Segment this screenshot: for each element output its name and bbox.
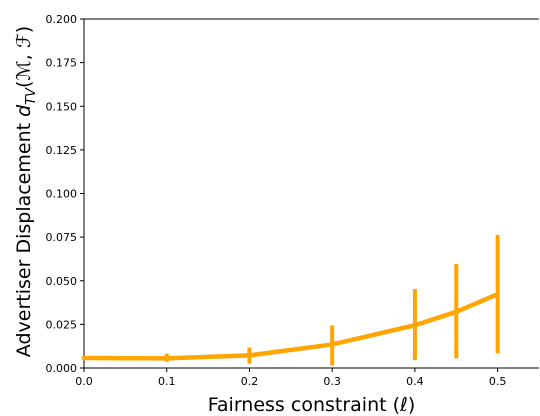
y-axis-label: Advertiser Displacement dTV(ℳ, ℱ) <box>13 26 39 357</box>
y-tick-label: 0.175 <box>46 57 78 70</box>
series-marks <box>81 235 500 366</box>
x-tick-label: 0.3 <box>323 375 341 388</box>
y-tick-label: 0.075 <box>46 231 78 244</box>
x-axis-label: Fairness constraint (ℓ) <box>208 394 416 416</box>
y-tick-label: 0.100 <box>46 188 78 201</box>
y-tick-label: 0.125 <box>46 144 78 157</box>
y-tick-label: 0.150 <box>46 100 78 113</box>
x-tick-label: 0.0 <box>75 375 93 388</box>
x-tick-label: 0.5 <box>489 375 507 388</box>
y-tick-label: 0.025 <box>46 318 78 331</box>
y-tick-label: 0.050 <box>46 275 78 288</box>
x-tick-label: 0.1 <box>158 375 176 388</box>
y-axis-label-sub: TV <box>24 87 39 105</box>
axes: 0.000 0.025 0.050 0.075 0.100 0.125 0.150 0.175… <box>46 13 539 388</box>
y-tick-label: 0.200 <box>46 13 78 26</box>
y-axis-label-main: Advertiser Displacement <box>13 117 35 357</box>
y-axis-label-math: d <box>13 104 35 117</box>
x-tick-label: 0.4 <box>406 375 424 388</box>
x-tick-label: 0.2 <box>241 375 259 388</box>
y-tick-label: 0.000 <box>46 362 78 375</box>
y-axis-label-args: (ℳ, ℱ) <box>13 26 35 88</box>
series-line <box>81 291 500 361</box>
